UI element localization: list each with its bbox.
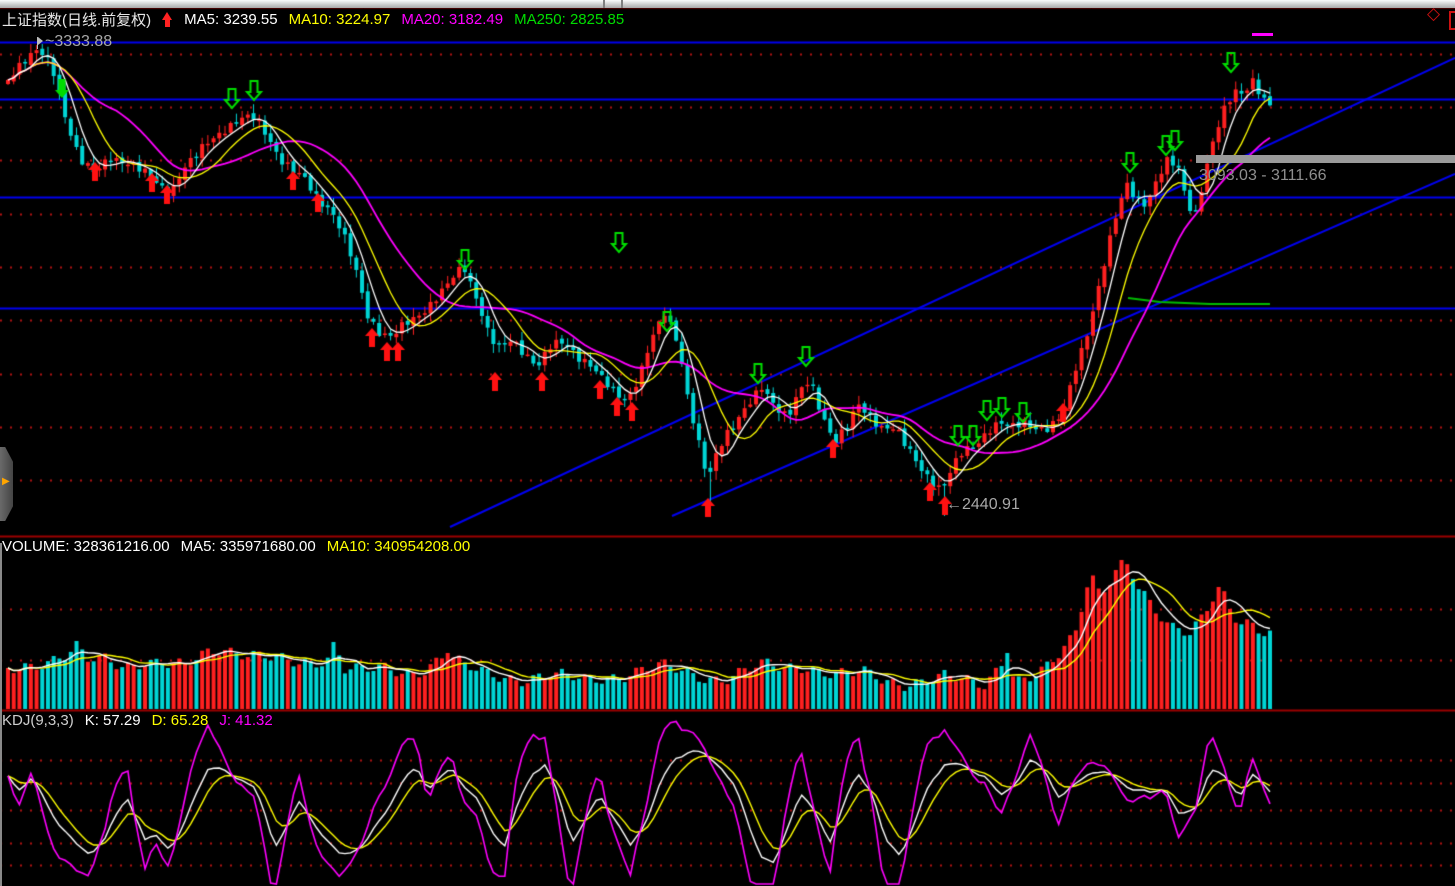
kdj-j-value: J: 41.32 <box>219 712 273 729</box>
volume-ma10-legend[interactable]: MA10: 340954208.00 <box>326 538 471 555</box>
kdj-header: KDJ(9,3,3) K: 57.29 D: 65.28 J: 41.32 <box>2 712 273 729</box>
clipped-red-icon <box>1449 11 1455 30</box>
magenta-marker <box>1252 33 1273 36</box>
kdj-k-value: K: 57.29 <box>84 712 141 729</box>
horizontal-scrollbar[interactable] <box>0 0 1455 8</box>
main-chart-header: 上证指数(日线.前复权) MA5: 3239.55 MA10: 3224.97 … <box>2 9 624 30</box>
ma10-legend[interactable]: MA10: 3224.97 <box>288 11 391 28</box>
instrument-title: 上证指数(日线.前复权) <box>2 12 152 29</box>
volume-ma5-legend[interactable]: MA5: 335971680.00 <box>180 538 316 555</box>
peak-flag-icon <box>37 37 43 49</box>
kdj-d-value: D: 65.28 <box>151 712 209 729</box>
scrollbar-divider <box>621 0 623 8</box>
price-range-label: 3093.03 - 3111.66 <box>1199 167 1327 184</box>
volume-header: VOLUME: 328361216.00 MA5: 335971680.00 M… <box>2 538 470 555</box>
panel-expander-tab[interactable]: ▶ <box>0 447 13 521</box>
trough-annotation: ←2440.91 <box>946 496 1020 513</box>
ma20-legend[interactable]: MA20: 3182.49 <box>401 11 504 28</box>
peak-annotation: ~3333.88 <box>45 33 113 50</box>
up-arrow-icon <box>162 11 173 28</box>
volume-value: VOLUME: 328361216.00 <box>2 538 170 555</box>
expand-arrow-icon: ▶ <box>2 476 10 487</box>
ma250-legend[interactable]: MA250: 2825.85 <box>514 11 625 28</box>
left-edge-border <box>0 543 2 886</box>
scrollbar-divider <box>603 0 605 8</box>
price-range-bar <box>1196 155 1455 163</box>
ma5-legend[interactable]: MA5: 3239.55 <box>184 11 278 28</box>
diamond-icon[interactable]: ◇ <box>1427 4 1441 23</box>
kdj-title[interactable]: KDJ(9,3,3) <box>2 712 74 729</box>
